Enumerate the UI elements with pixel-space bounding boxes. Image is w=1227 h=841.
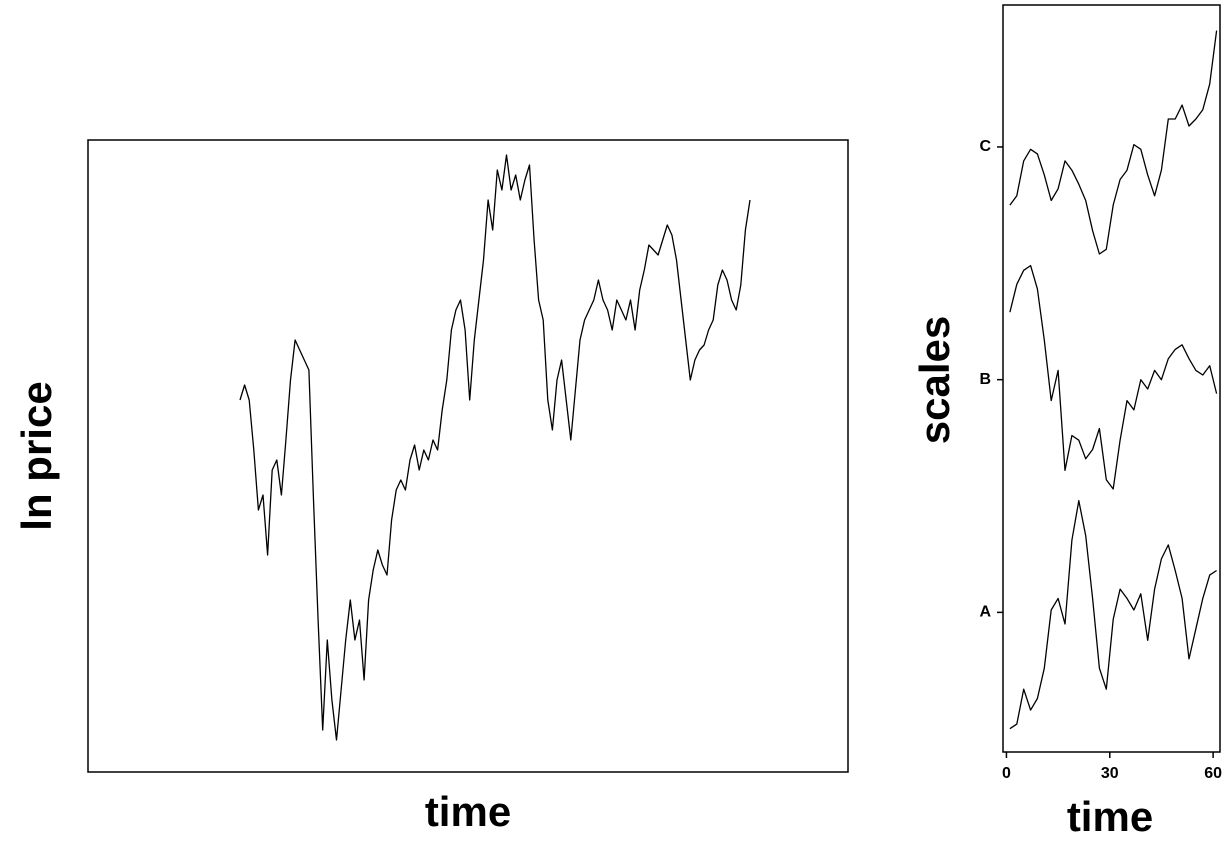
x-tick-label: 60: [1204, 765, 1222, 782]
right-plot-frame: [1002, 4, 1221, 753]
x-tick-label: 0: [1002, 765, 1011, 782]
scale-line: [1009, 264, 1218, 490]
left-plot-frame: [87, 139, 849, 773]
y-axis-label: scales: [911, 316, 958, 444]
x-axis-label: time: [425, 788, 511, 835]
price-line: [239, 154, 751, 741]
y-tick-label: A: [979, 604, 991, 621]
y-axis-label: ln price: [13, 381, 60, 530]
x-axis-label: time: [1067, 793, 1153, 840]
scale-line: [1009, 500, 1217, 730]
y-tick-label: C: [979, 138, 991, 155]
scale-line: [1009, 30, 1218, 255]
x-tick-label: 30: [1101, 765, 1119, 782]
y-tick-label: B: [979, 371, 991, 388]
